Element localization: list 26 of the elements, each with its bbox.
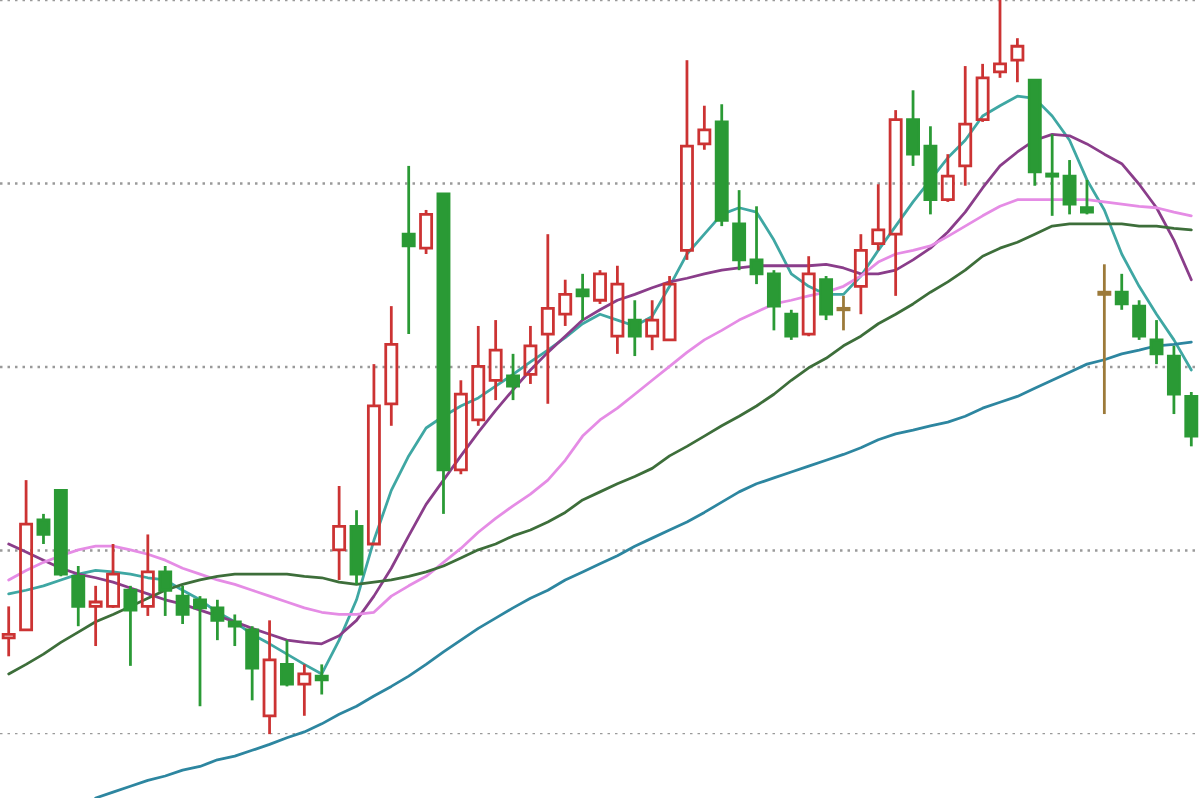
- candlestick: [227, 613, 242, 648]
- candlestick: [732, 188, 747, 272]
- candlestick: [1045, 132, 1060, 218]
- candlestick: [1114, 272, 1129, 312]
- candlestick: [332, 484, 347, 582]
- candlestick: [853, 232, 868, 316]
- candlestick: [1, 605, 16, 658]
- candlestick: [645, 298, 660, 352]
- candlestick: [575, 272, 590, 322]
- candlestick: [262, 618, 277, 736]
- candlestick: [627, 298, 642, 358]
- candlestick: [1010, 36, 1025, 84]
- candlestick: [749, 204, 764, 286]
- candlestick: [349, 508, 364, 586]
- candlestick: [384, 304, 399, 428]
- candlestick: [836, 294, 851, 332]
- candlestick: [958, 64, 973, 188]
- candlestick: [71, 564, 86, 628]
- candlestick: [1097, 262, 1112, 416]
- candlestick: [1062, 158, 1077, 216]
- candlestick: [297, 663, 312, 718]
- candlestick: [1149, 318, 1164, 366]
- candlestick: [401, 164, 416, 336]
- candlestick: [697, 104, 712, 152]
- candlestick: [488, 318, 503, 402]
- candlestick: [314, 663, 329, 696]
